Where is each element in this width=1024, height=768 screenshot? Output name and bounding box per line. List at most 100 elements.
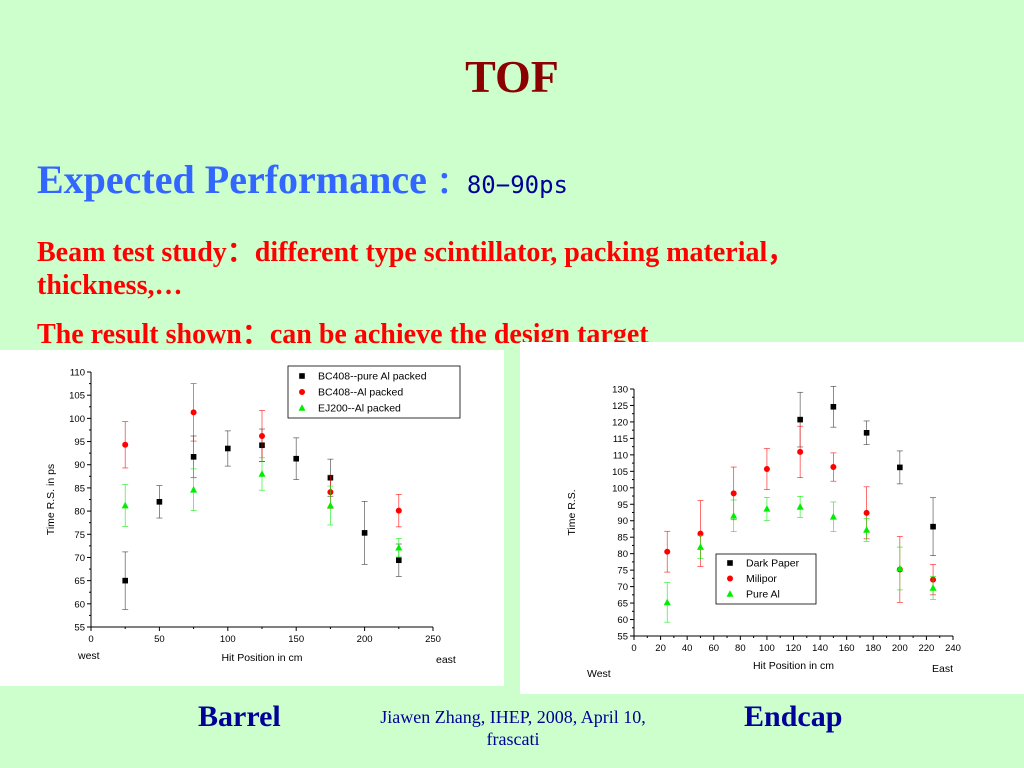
data-point <box>293 455 299 462</box>
data-point <box>796 503 804 510</box>
subtitle-value: 80−90ps <box>466 171 568 199</box>
x-tick-label: 0 <box>88 634 93 645</box>
x-tick-label: 250 <box>425 634 441 645</box>
y-tick-label: 90 <box>617 516 628 527</box>
legend-label: EJ200--Al packed <box>318 403 401 415</box>
legend-label: BC408--Al packed <box>318 387 403 399</box>
x-tick-label: 60 <box>708 643 719 654</box>
data-point <box>326 501 334 509</box>
data-point <box>122 441 129 448</box>
x-tick-label: 20 <box>655 643 666 654</box>
y-tick-label: 110 <box>613 450 628 461</box>
data-point <box>664 548 671 555</box>
y-tick-label: 55 <box>74 623 85 634</box>
barrel-chart: 55 60 65 70 75 80 85 90 95 100 105 110 0 50 100 150 200 2… <box>45 365 461 666</box>
data-point <box>897 464 903 471</box>
data-point <box>797 416 803 423</box>
x-tick-label: 180 <box>865 643 881 654</box>
y-tick-label: 100 <box>612 483 628 494</box>
y-axis-label: Time R.S. <box>566 489 578 535</box>
y-tick-label: 80 <box>617 549 628 560</box>
endcap-chart: 55 60 65 70 75 80 85 90 95 100 105 110 115 120 125 130 0… <box>566 385 961 681</box>
x-tick-label: 0 <box>631 643 636 654</box>
data-point <box>156 499 163 505</box>
x-tick-label: 50 <box>154 634 165 645</box>
data-point <box>259 432 265 439</box>
y-tick-label: 75 <box>617 566 628 577</box>
footer-credit: Jiawen Zhang, IHEP, 2008, April 10, fras… <box>355 706 671 750</box>
x-tick-label: 120 <box>786 643 802 654</box>
y-tick-label: 125 <box>612 401 628 412</box>
x-axis-label: Hit Position in cm <box>753 660 834 672</box>
x-tick-label: 160 <box>839 643 855 654</box>
data-point <box>797 448 804 455</box>
y-tick-label: 70 <box>617 582 628 593</box>
x-tick-label: 150 <box>288 634 304 645</box>
y-tick-label: 85 <box>617 533 628 544</box>
data-point <box>830 403 837 410</box>
data-point <box>830 464 837 471</box>
data-point <box>829 512 837 520</box>
y-tick-label: 115 <box>613 434 628 445</box>
body-line-1: Beam test study：different type scintilla… <box>37 237 796 268</box>
slide-title: TOF <box>465 51 559 102</box>
legend-label: Dark Paper <box>746 558 800 570</box>
y-tick-label: 95 <box>74 437 85 448</box>
data-point <box>190 409 197 416</box>
data-point <box>121 501 129 509</box>
y-tick-label: 55 <box>617 632 628 643</box>
data-point <box>361 530 368 536</box>
data-point <box>395 507 402 514</box>
y-axis-label: Time R.S. in ps <box>45 464 57 535</box>
x-right-note: East <box>932 663 953 675</box>
data-point <box>190 485 198 493</box>
legend-marker <box>298 404 306 411</box>
y-tick-label: 65 <box>617 599 628 610</box>
data-point <box>863 430 870 436</box>
data-point <box>730 490 737 497</box>
subtitle-text: Expected Performance <box>37 157 427 202</box>
credit-line-2: frascati <box>486 729 540 749</box>
y-tick-label: 90 <box>74 460 85 471</box>
y-tick-label: 65 <box>74 576 85 587</box>
data-point <box>225 445 231 452</box>
y-tick-label: 100 <box>69 414 85 425</box>
legend-label: Pure Al <box>746 589 780 601</box>
data-point <box>863 509 870 516</box>
legend-marker <box>299 373 305 379</box>
x-right-note: east <box>436 654 456 666</box>
x-tick-label: 100 <box>220 634 236 645</box>
y-tick-label: 75 <box>74 530 85 541</box>
data-point <box>697 530 704 537</box>
legend-marker <box>727 575 733 582</box>
y-tick-label: 120 <box>612 417 628 428</box>
y-tick-label: 95 <box>617 500 628 511</box>
data-point <box>696 543 704 550</box>
endcap-label: Endcap <box>744 700 843 733</box>
y-tick-label: 85 <box>74 483 85 494</box>
legend-box <box>287 365 461 419</box>
y-tick-label: 60 <box>617 615 628 626</box>
data-point <box>929 584 937 591</box>
data-point <box>190 454 197 460</box>
x-left-note: west <box>77 650 100 662</box>
y-tick-label: 80 <box>74 507 85 518</box>
x-tick-label: 100 <box>759 643 775 654</box>
barrel-chart-panel: 55 60 65 70 75 80 85 90 95 100 105 110 0 50 100 150 200 2… <box>0 350 504 686</box>
x-tick-label: 200 <box>357 634 373 645</box>
data-point <box>730 511 738 519</box>
y-tick-label: 110 <box>70 368 85 379</box>
body-line-2: thickness,… <box>37 270 183 301</box>
legend-label: BC408--pure Al packed <box>318 371 427 383</box>
y-tick-label: 105 <box>612 467 628 478</box>
y-tick-label: 60 <box>74 599 85 610</box>
x-tick-label: 40 <box>682 643 693 654</box>
x-tick-label: 200 <box>892 643 908 654</box>
y-tick-label: 105 <box>69 391 85 402</box>
x-tick-label: 240 <box>945 643 961 654</box>
y-tick-label: 70 <box>74 553 85 564</box>
data-point <box>122 577 128 584</box>
data-point <box>663 598 671 606</box>
data-point <box>763 505 771 512</box>
y-tick-label: 130 <box>612 385 628 396</box>
